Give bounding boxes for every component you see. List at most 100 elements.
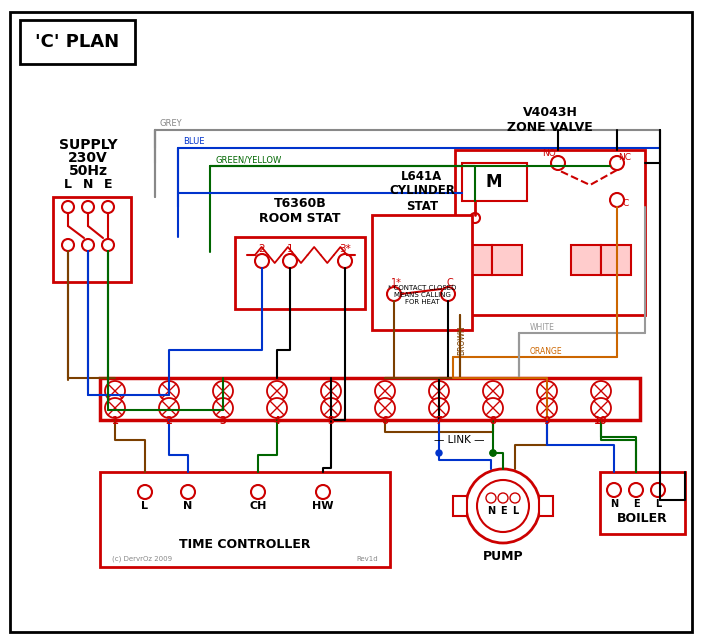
Text: 8: 8 (489, 416, 496, 426)
Circle shape (82, 239, 94, 251)
Circle shape (105, 381, 125, 401)
Text: 1: 1 (286, 244, 293, 254)
Bar (455, 150, 645, 315)
Circle shape (321, 398, 341, 418)
Text: E: E (633, 499, 640, 509)
Text: V4043H
ZONE VALVE: V4043H ZONE VALVE (507, 106, 593, 134)
Bar (601, 245, 631, 275)
Circle shape (607, 483, 621, 497)
Text: T6360B
ROOM STAT: T6360B ROOM STAT (259, 197, 340, 225)
Circle shape (466, 469, 540, 543)
Bar (372, 215, 472, 330)
Text: L: L (64, 178, 72, 192)
Circle shape (62, 239, 74, 251)
Circle shape (591, 398, 611, 418)
Text: NC: NC (618, 153, 632, 162)
Circle shape (610, 193, 624, 207)
Text: 9: 9 (543, 416, 550, 426)
Text: BLUE: BLUE (183, 138, 204, 147)
Circle shape (537, 381, 557, 401)
Circle shape (429, 381, 449, 401)
Text: M: M (486, 173, 502, 191)
Circle shape (490, 450, 496, 456)
Circle shape (483, 398, 503, 418)
Circle shape (387, 287, 401, 301)
Text: E: E (500, 506, 506, 516)
Text: 10: 10 (595, 416, 608, 426)
Text: (c) DervrOz 2009: (c) DervrOz 2009 (112, 556, 172, 562)
Text: 1*: 1* (390, 278, 402, 288)
Text: — LINK —: — LINK — (434, 435, 484, 445)
Text: CH: CH (249, 501, 267, 511)
Circle shape (537, 398, 557, 418)
Text: 3*: 3* (339, 244, 351, 254)
Circle shape (510, 493, 520, 503)
Text: GREY: GREY (160, 119, 183, 128)
Text: BROWN: BROWN (458, 325, 467, 355)
Bar (571, 245, 601, 275)
Bar (600, 472, 685, 534)
Text: L: L (655, 499, 661, 509)
Text: 3: 3 (220, 416, 226, 426)
Text: L: L (512, 506, 518, 516)
Bar (462, 163, 527, 201)
Text: BOILER: BOILER (616, 513, 668, 526)
Circle shape (159, 398, 179, 418)
Bar (100, 378, 640, 420)
Circle shape (470, 213, 480, 223)
Bar (492, 245, 522, 275)
Circle shape (181, 485, 195, 499)
Bar (462, 245, 492, 275)
Bar (453, 496, 467, 516)
Text: PUMP: PUMP (483, 549, 523, 563)
Circle shape (429, 398, 449, 418)
Circle shape (102, 201, 114, 213)
Circle shape (283, 254, 297, 268)
Text: N: N (83, 178, 93, 192)
Text: L641A
CYLINDER
STAT: L641A CYLINDER STAT (389, 169, 455, 213)
Circle shape (441, 287, 455, 301)
Bar (235, 237, 365, 309)
Circle shape (321, 381, 341, 401)
Text: GREEN/YELLOW: GREEN/YELLOW (215, 156, 282, 165)
Circle shape (483, 381, 503, 401)
Circle shape (213, 398, 233, 418)
Text: 6: 6 (382, 416, 388, 426)
Text: ORANGE: ORANGE (530, 347, 562, 356)
Text: 4: 4 (274, 416, 280, 426)
Text: N: N (610, 499, 618, 509)
Circle shape (477, 480, 529, 532)
Circle shape (591, 381, 611, 401)
Circle shape (267, 398, 287, 418)
Circle shape (436, 450, 442, 456)
Circle shape (267, 381, 287, 401)
Text: N: N (183, 501, 192, 511)
Text: E: E (104, 178, 112, 192)
Circle shape (629, 483, 643, 497)
Bar (53, 197, 131, 282)
Text: TIME CONTROLLER: TIME CONTROLLER (179, 538, 311, 551)
Text: N: N (487, 506, 495, 516)
Text: 'C' PLAN: 'C' PLAN (35, 33, 119, 51)
Circle shape (338, 254, 352, 268)
Text: 230V: 230V (68, 151, 108, 165)
Text: 5: 5 (328, 416, 334, 426)
Bar (20, 20, 135, 64)
Circle shape (551, 156, 565, 170)
Text: 2: 2 (166, 416, 173, 426)
Text: C: C (623, 199, 629, 208)
Bar (539, 496, 553, 516)
Circle shape (375, 381, 395, 401)
Text: NO: NO (542, 149, 556, 158)
Circle shape (490, 450, 496, 456)
Circle shape (486, 493, 496, 503)
Text: * CONTACT CLOSED
MEANS CALLING
FOR HEAT: * CONTACT CLOSED MEANS CALLING FOR HEAT (388, 285, 456, 305)
Text: C: C (446, 278, 453, 288)
Circle shape (102, 239, 114, 251)
Circle shape (62, 201, 74, 213)
Circle shape (610, 156, 624, 170)
Text: HW: HW (312, 501, 333, 511)
Text: 50Hz: 50Hz (69, 164, 107, 178)
Text: Rev1d: Rev1d (357, 556, 378, 562)
Circle shape (316, 485, 330, 499)
